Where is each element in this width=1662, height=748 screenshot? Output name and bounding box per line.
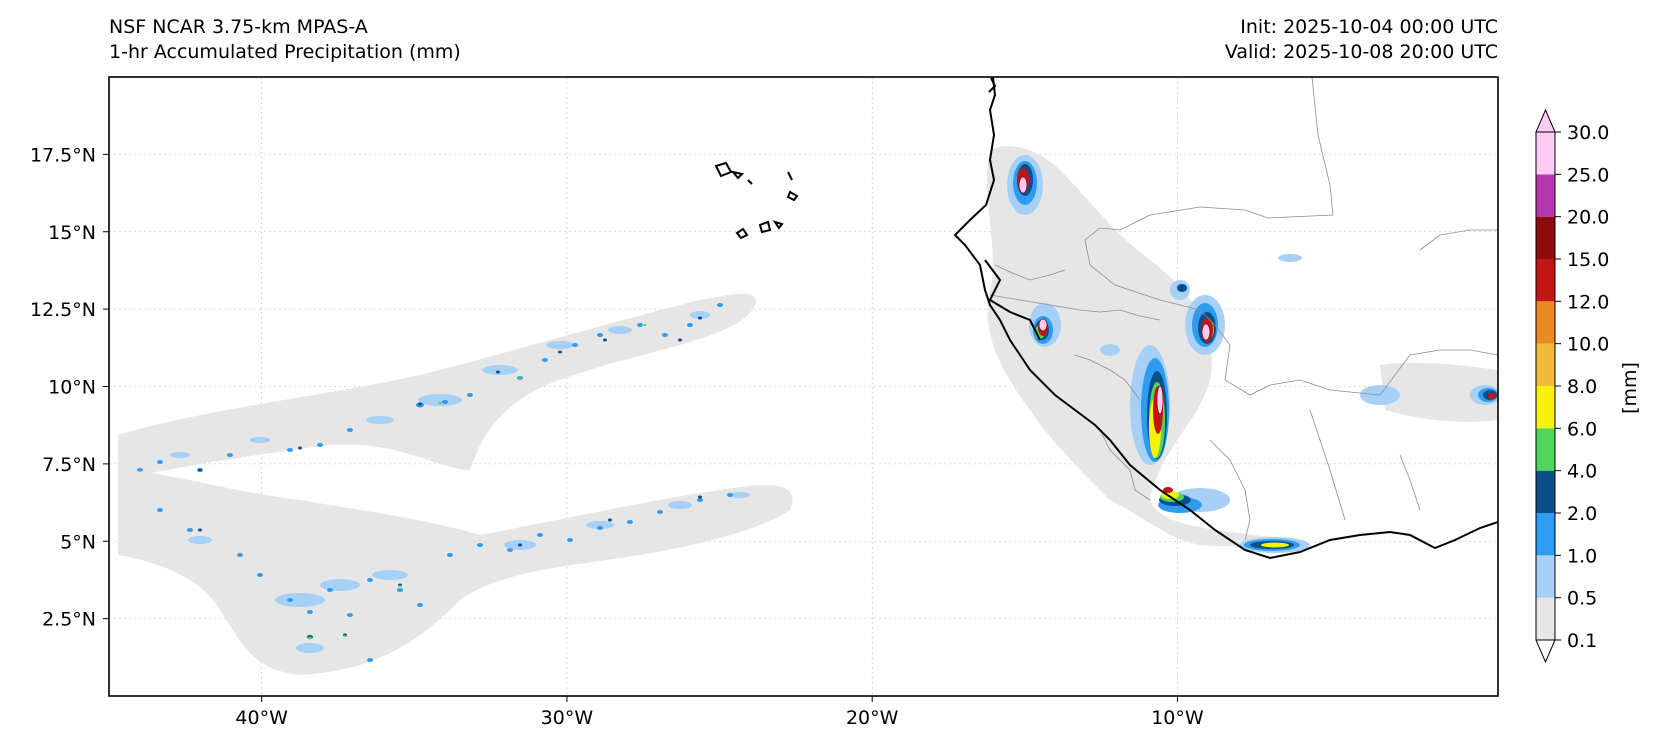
- valid-time: Valid: 2025-10-08 20:00 UTC: [1224, 41, 1498, 63]
- precip-band-south: [118, 470, 793, 675]
- lat-tick-label: 2.5°N: [42, 609, 96, 631]
- colorbar-segment: [1536, 343, 1555, 386]
- lon-tick-label: 10°W: [1151, 707, 1204, 729]
- colorbar-tick-label: 12.0: [1567, 291, 1609, 313]
- field-title: 1-hr Accumulated Precipitation (mm): [109, 41, 461, 63]
- colorbar-tick-label: 0.1: [1567, 630, 1597, 652]
- colorbar-segment: [1536, 301, 1555, 344]
- colorbar-extend-min: [1535, 639, 1556, 664]
- lat-tick-label: 5°N: [60, 531, 96, 553]
- lat-tick-label: 7.5°N: [42, 454, 96, 476]
- colorbar-tick-label: 15.0: [1567, 249, 1609, 271]
- colorbar-tick-label: 30.0: [1567, 122, 1609, 144]
- colorbar: 0.1 0.5 1.0 2.0 4.0 6.0 8.0 10.0 12.0 15.0 20.0 25.…: [1535, 108, 1609, 664]
- colorbar-tick-label: 10.0: [1567, 334, 1609, 356]
- lon-tick-label: 30°W: [541, 707, 594, 729]
- lat-tick-label: 10°N: [48, 377, 96, 399]
- init-time: Init: 2025-10-04 00:00 UTC: [1240, 16, 1498, 38]
- cape-verde-islands: [714, 161, 799, 240]
- colorbar-segment: [1536, 174, 1555, 217]
- lat-tick-label: 12.5°N: [30, 299, 96, 321]
- colorbar-segment: [1536, 259, 1555, 302]
- colorbar-tick-label: 1.0: [1567, 545, 1597, 567]
- colorbar-segment: [1536, 470, 1555, 513]
- colorbar-tick-label: 4.0: [1567, 461, 1597, 483]
- colorbar-segment: [1536, 132, 1555, 175]
- title-right: Init: 2025-10-04 00:00 UTC Valid: 2025-1…: [1225, 15, 1498, 65]
- colorbar-segment: [1536, 386, 1555, 429]
- coastline: [953, 77, 1498, 560]
- precip-west-africa: [987, 146, 1498, 553]
- colorbar-extend-max: [1535, 108, 1556, 133]
- colorbar-tick-label: 8.0: [1567, 376, 1597, 398]
- colorbar-tick-label: 0.5: [1567, 588, 1597, 610]
- lat-tick-label: 17.5°N: [30, 144, 96, 166]
- title-left: NSF NCAR 3.75-km MPAS-A 1-hr Accumulated…: [109, 15, 461, 65]
- lon-tick-label: 40°W: [235, 707, 288, 729]
- colorbar-tick-label: 25.0: [1567, 164, 1609, 186]
- colorbar-segment: [1536, 428, 1555, 471]
- country-borders: [989, 77, 1498, 541]
- colorbar-segment: [1536, 597, 1555, 640]
- latitude-axis: 17.5°N 15°N 12.5°N 10°N 7.5°N 5°N 2.5°N: [30, 144, 109, 631]
- colorbar-unit-label: [mm]: [1619, 362, 1641, 414]
- colorbar-tick-label: 20.0: [1567, 207, 1609, 229]
- longitude-axis: 40°W 30°W 20°W 10°W: [235, 696, 1204, 729]
- lon-tick-label: 20°W: [846, 707, 899, 729]
- colorbar-segment: [1536, 513, 1555, 556]
- colorbar-tick-label: 6.0: [1567, 418, 1597, 440]
- colorbar-segment: [1536, 216, 1555, 259]
- model-title: NSF NCAR 3.75-km MPAS-A: [109, 16, 368, 38]
- colorbar-tick-label: 2.0: [1567, 503, 1597, 525]
- map-layer: [118, 77, 1498, 675]
- precip-band-north: [118, 293, 756, 480]
- colorbar-segment: [1536, 555, 1555, 598]
- lat-tick-label: 15°N: [48, 222, 96, 244]
